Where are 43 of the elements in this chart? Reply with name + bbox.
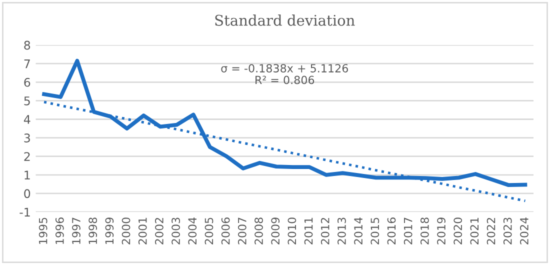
x-tick-label: 1998	[88, 218, 98, 244]
y-tick-label: 4	[24, 115, 30, 124]
x-tick-label: 2006	[221, 218, 230, 244]
x-tick-label: 1995	[38, 218, 48, 244]
x-tick-label: 2014	[354, 217, 363, 244]
x-tick-label: 2022	[486, 218, 496, 244]
x-tick-label: 2007	[238, 218, 246, 244]
x-tick-label: 2002	[155, 218, 164, 244]
x-tick-label: 2011	[304, 218, 313, 244]
y-tick-label: 8	[24, 40, 30, 50]
x-tick-label: 2020	[454, 218, 462, 244]
x-tick-label: 1997	[72, 218, 80, 244]
x-tick-label: 2017	[404, 218, 412, 244]
x-tick-label: 2000	[122, 218, 130, 244]
annotation: R² = 0.806	[256, 76, 314, 84]
y-tick-label: 5	[24, 96, 30, 106]
x-tick-label: 2024	[520, 217, 528, 244]
x-tick-label: 2008	[254, 218, 263, 244]
x-tick-label: 2005	[204, 218, 214, 244]
x-tick-label: 2016	[387, 218, 396, 244]
x-tick-label: 2010	[288, 218, 296, 244]
y-tick-label: 3	[24, 134, 30, 142]
x-tick-label: 2013	[338, 218, 346, 244]
y-tick-label: 7	[24, 59, 30, 68]
x-tick-label: 2015	[370, 218, 380, 244]
chart-title: Standard deviation	[215, 14, 355, 26]
annotation: σ = -0.1838x + 5.1126	[221, 64, 348, 72]
x-tick-label: 2003	[172, 218, 180, 244]
x-tick-label: 2012	[320, 218, 330, 244]
x-tick-label: 2009	[271, 218, 280, 244]
y-tick-label: 6	[24, 78, 30, 87]
y-tick-label: 0	[24, 189, 30, 198]
x-tick-label: 2001	[138, 218, 147, 244]
y-tick-label: 1	[24, 170, 30, 180]
x-tick-label: 1999	[105, 218, 114, 244]
x-tick-label: 2023	[503, 218, 512, 244]
x-tick-label: 2021	[470, 218, 479, 244]
x-tick-label: 2019	[437, 218, 446, 244]
x-tick-label: 1996	[55, 218, 64, 244]
x-tick-label: 2018	[420, 218, 429, 244]
y-tick-label: 2	[24, 152, 30, 161]
y-tick-label: -1	[20, 208, 30, 216]
x-tick-label: 2004	[188, 217, 197, 244]
